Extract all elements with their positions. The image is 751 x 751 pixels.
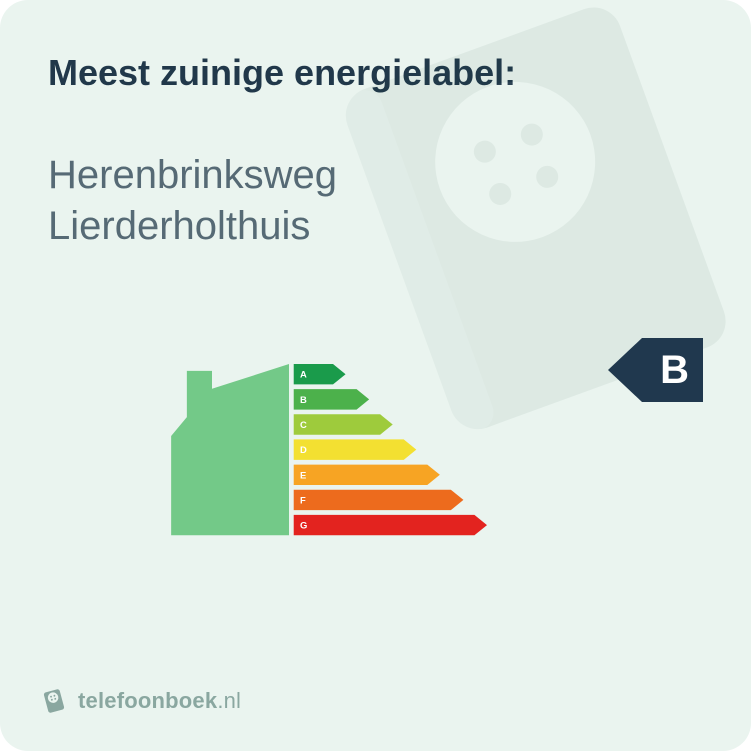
energy-bar-e xyxy=(294,465,440,485)
energy-label-card: Meest zuinige energielabel: Herenbrinksw… xyxy=(0,0,751,751)
energy-bar-c xyxy=(294,415,393,435)
address-line-1: Herenbrinksweg xyxy=(48,150,703,201)
energy-rating-badge: B xyxy=(642,338,703,402)
footer-tld: .nl xyxy=(217,688,241,713)
energy-label-diagram: A B C D E F G B xyxy=(48,322,703,582)
house-icon xyxy=(171,364,289,535)
footer-brand-text: telefoonboek.nl xyxy=(78,688,241,714)
badge-arrow-icon xyxy=(608,338,642,402)
phonebook-icon xyxy=(40,687,68,715)
address-block: Herenbrinksweg Lierderholthuis xyxy=(48,150,703,252)
energy-bar-label-c: C xyxy=(300,419,307,430)
energy-bar-label-a: A xyxy=(300,369,307,380)
energy-bar-label-e: E xyxy=(300,470,306,481)
energy-bars-svg: A B C D E F G xyxy=(168,322,608,582)
energy-rating-letter: B xyxy=(642,348,701,393)
energy-bar-d xyxy=(294,440,417,460)
energy-bar-g xyxy=(294,515,487,535)
energy-bar-label-g: G xyxy=(300,520,307,531)
address-line-2: Lierderholthuis xyxy=(48,201,703,252)
energy-bar-label-b: B xyxy=(300,394,307,405)
card-title: Meest zuinige energielabel: xyxy=(48,52,703,94)
footer-brand: telefoonboek xyxy=(78,688,217,713)
energy-bar-label-d: D xyxy=(300,445,307,456)
energy-bar-label-f: F xyxy=(300,495,306,506)
footer-logo: telefoonboek.nl xyxy=(40,687,241,715)
energy-bar-f xyxy=(294,490,464,510)
